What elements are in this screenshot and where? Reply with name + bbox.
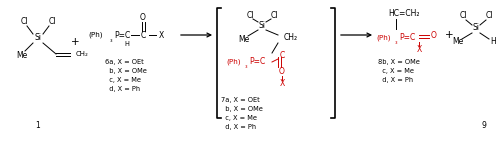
Text: (Ph): (Ph) <box>88 32 102 38</box>
Text: O: O <box>431 32 437 40</box>
Text: CH₂: CH₂ <box>284 33 298 41</box>
Text: Cl: Cl <box>459 12 467 20</box>
Text: Cl: Cl <box>246 11 254 20</box>
Text: +: + <box>70 37 80 47</box>
Text: Si: Si <box>472 24 480 33</box>
Text: Cl: Cl <box>20 18 28 27</box>
Text: CH₂: CH₂ <box>76 51 89 57</box>
Text: ₃: ₃ <box>245 65 248 69</box>
Text: P=C: P=C <box>249 58 265 66</box>
Text: P=C: P=C <box>114 31 130 40</box>
Text: (Ph): (Ph) <box>376 35 390 41</box>
Text: +: + <box>444 30 454 40</box>
Text: Me: Me <box>238 34 250 44</box>
Text: HC=CH₂: HC=CH₂ <box>388 9 420 19</box>
Text: 1: 1 <box>36 120 41 130</box>
Text: Cl: Cl <box>485 12 493 20</box>
Text: b, X = OMe: b, X = OMe <box>221 106 263 112</box>
Text: O: O <box>140 13 146 22</box>
Text: ₃: ₃ <box>110 38 112 42</box>
Text: Me: Me <box>16 51 28 60</box>
Text: P=C: P=C <box>399 33 415 42</box>
Text: 6a, X = OEt: 6a, X = OEt <box>105 59 144 65</box>
Text: d, X = Ph: d, X = Ph <box>378 77 413 83</box>
Text: d, X = Ph: d, X = Ph <box>221 124 256 130</box>
Text: X: X <box>159 31 164 40</box>
Text: (Ph): (Ph) <box>226 59 240 65</box>
Text: Cl: Cl <box>270 11 278 20</box>
Text: O: O <box>279 67 285 77</box>
Text: C: C <box>140 31 145 40</box>
Text: 7a, X = OEt: 7a, X = OEt <box>221 97 260 103</box>
Text: X: X <box>416 46 422 54</box>
Text: 9: 9 <box>482 120 486 130</box>
Text: d, X = Ph: d, X = Ph <box>105 86 140 92</box>
Text: Si: Si <box>258 20 266 29</box>
Text: Cl: Cl <box>48 18 56 27</box>
Text: c, X = Me: c, X = Me <box>378 68 414 74</box>
Text: Si: Si <box>34 33 42 42</box>
Text: C: C <box>280 51 284 60</box>
Text: c, X = Me: c, X = Me <box>221 115 257 121</box>
Text: c, X = Me: c, X = Me <box>105 77 141 83</box>
Text: X: X <box>280 79 284 87</box>
Text: H: H <box>490 38 496 46</box>
Text: H: H <box>124 41 130 47</box>
Text: ₃: ₃ <box>395 40 398 46</box>
Text: Me: Me <box>452 38 464 46</box>
Text: b, X = OMe: b, X = OMe <box>105 68 147 74</box>
Text: 8b, X = OMe: 8b, X = OMe <box>378 59 420 65</box>
